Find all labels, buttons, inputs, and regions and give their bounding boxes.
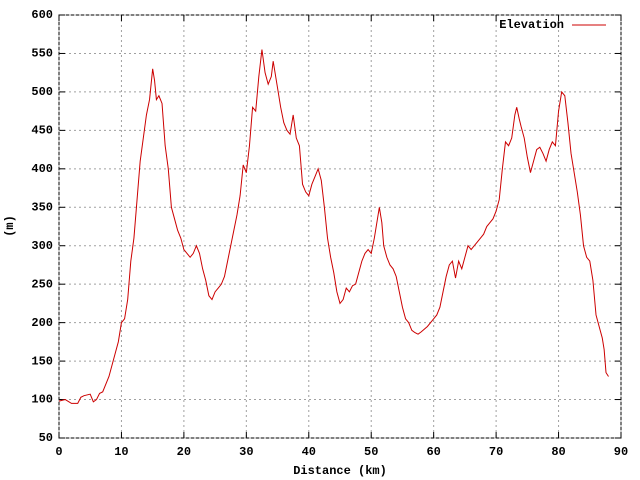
legend-label: Elevation bbox=[499, 18, 564, 32]
y-tick-label: 600 bbox=[31, 8, 53, 22]
x-tick-label: 50 bbox=[364, 445, 378, 459]
y-tick-label: 250 bbox=[31, 277, 53, 291]
x-tick-label: 70 bbox=[489, 445, 503, 459]
y-tick-label: 550 bbox=[31, 47, 53, 61]
y-axis-label: (m) bbox=[3, 215, 17, 237]
y-tick-label: 450 bbox=[31, 124, 53, 138]
x-tick-label: 80 bbox=[551, 445, 565, 459]
plot-border bbox=[58, 14, 622, 439]
line-series bbox=[58, 49, 609, 404]
y-tick-label: 400 bbox=[31, 162, 53, 176]
y-tick-label: 350 bbox=[31, 200, 53, 214]
y-tick-label: 200 bbox=[31, 316, 53, 330]
x-tick-label: 20 bbox=[177, 445, 191, 459]
y-tick-label: 150 bbox=[31, 354, 53, 368]
x-tick-label: 30 bbox=[239, 445, 253, 459]
y-tick-label: 500 bbox=[31, 85, 53, 99]
x-tick-label: 40 bbox=[302, 445, 316, 459]
y-tick-label: 100 bbox=[31, 393, 53, 407]
y-tick-label: 300 bbox=[31, 239, 53, 253]
x-tick-label: 90 bbox=[614, 445, 628, 459]
x-axis-label: Distance (km) bbox=[293, 464, 387, 478]
y-tick-label: 50 bbox=[39, 431, 53, 445]
x-tick-label: 60 bbox=[426, 445, 440, 459]
x-tick-label: 0 bbox=[55, 445, 62, 459]
x-tick-label: 10 bbox=[114, 445, 128, 459]
